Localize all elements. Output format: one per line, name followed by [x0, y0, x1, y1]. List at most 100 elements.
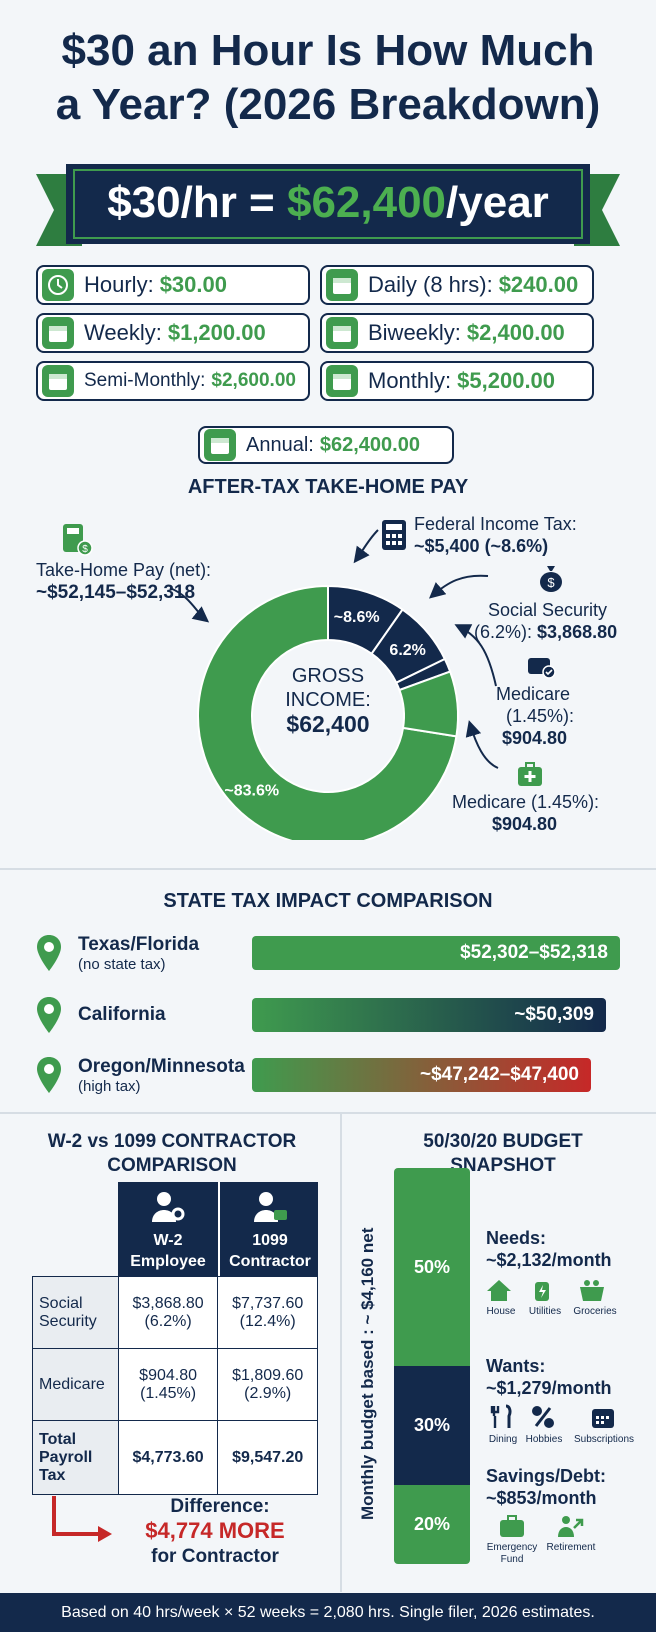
- rate-label: Weekly:: [84, 320, 162, 345]
- table-row: Social Security $3,868.80 (6.2%) $7,737.…: [32, 1276, 318, 1349]
- callout-arrow: [428, 574, 489, 599]
- 1099-cell: $7,737.60 (12.4%): [217, 1276, 318, 1349]
- net-slice: [197, 584, 458, 840]
- retirement-icon: [556, 1514, 584, 1543]
- 1099-cell: $1,809.60 (2.9%): [217, 1348, 318, 1421]
- icon-caption: Subscriptions: [573, 1434, 635, 1445]
- federal-value-wrap: ~$5,400 (~8.6%): [414, 536, 644, 557]
- emergency-fund-icon: [498, 1514, 526, 1543]
- svg-text:$: $: [547, 575, 555, 590]
- banner-right: /year: [446, 178, 549, 227]
- take-home-label: Take-Home Pay (net):: [36, 560, 212, 580]
- banner-left: $30/hr =: [107, 178, 287, 227]
- rate-label: Biweekly:: [368, 320, 461, 345]
- state-note: (high tax): [78, 1078, 141, 1095]
- calculator-icon: $: [63, 524, 93, 556]
- slice-label: 6.2%: [389, 642, 425, 659]
- state-name: Oregon/Minnesota: [78, 1056, 245, 1077]
- state-value: ~$50,309: [514, 1004, 594, 1025]
- table-row: Total Payroll Tax $4,773.60 $9,547.20: [32, 1420, 318, 1495]
- row-label: Total Payroll Tax: [32, 1420, 119, 1495]
- after-tax-title: AFTER-TAX TAKE-HOME PAY: [187, 476, 469, 498]
- state-note: (no state tax): [78, 956, 166, 973]
- row-label: Medicare: [32, 1348, 119, 1421]
- 1099-cell: $9,547.20: [217, 1420, 318, 1495]
- ss-value-wrap: (6.2%): $3,868.80: [474, 622, 654, 643]
- rate-label: Semi-Monthly:: [84, 370, 206, 391]
- rate-pill-annual: Annual: $62,400.00: [198, 426, 454, 464]
- savings-value: ~$853/month: [486, 1488, 597, 1508]
- state-value: ~$47,242–$47,400: [419, 1064, 579, 1085]
- budget-segment: 50%: [394, 1168, 470, 1366]
- icon-caption: Dining: [488, 1434, 518, 1445]
- groceries-icon: [578, 1278, 604, 1307]
- callout-arrow: [353, 529, 379, 564]
- donut-chart: ~8.6% 6.2% ~83.6%: [169, 529, 499, 840]
- donut-center-line1: GROSS: [291, 665, 365, 687]
- diff-value: $4,774 MORE: [145, 1518, 285, 1543]
- state-name: Texas/Florida: [78, 934, 200, 955]
- budget-segment: 20%: [394, 1485, 470, 1564]
- col-w2-header: W-2 Employee: [130, 1232, 206, 1270]
- rate-value: $2,400.00: [466, 320, 565, 345]
- utilities-icon: [532, 1278, 558, 1307]
- callout-arrow: [169, 587, 210, 623]
- subscriptions-icon: [590, 1404, 616, 1435]
- rate-label: Monthly:: [368, 368, 452, 393]
- divider: [0, 868, 656, 870]
- icon-caption: House: [486, 1306, 516, 1317]
- medical-kit-icon: [518, 762, 542, 786]
- state-bar: ~$47,242–$47,400: [252, 1058, 591, 1092]
- rate-label: Hourly:: [84, 272, 154, 297]
- location-pin-icon: [36, 1056, 62, 1099]
- icon-caption: Emergency Fund: [486, 1542, 538, 1565]
- rate-pill-hourly: Hourly: $30.00: [36, 265, 310, 305]
- divider: [0, 1112, 656, 1114]
- slice-label: ~8.6%: [334, 609, 380, 626]
- w2-cell: $4,773.60: [117, 1420, 219, 1495]
- money-bag-icon: $: [540, 566, 562, 592]
- icon-caption: Groceries: [573, 1306, 617, 1317]
- employee-icon-wrap: [118, 1190, 218, 1229]
- money-bag-icon-wrap: $: [538, 563, 564, 598]
- state-title: STATE TAX IMPACT COMPARISON: [163, 890, 493, 912]
- rate-value: $30.00: [159, 272, 227, 297]
- table-row: Medicare $904.80 (1.45%) $1,809.60 (2.9%…: [32, 1348, 318, 1421]
- arrow-icon: [52, 1496, 112, 1542]
- row-label: Social Security: [32, 1276, 119, 1349]
- state-bar: ~$50,309: [252, 998, 606, 1032]
- medicare1-label2: (1.45%):: [506, 706, 575, 726]
- take-home-value: ~$52,145–$52,318: [36, 582, 196, 603]
- medicare2-label: Medicare (1.45%):: [452, 792, 600, 812]
- ss-label: Social Security: [488, 600, 608, 620]
- slice-label: ~83.6%: [224, 783, 279, 800]
- icon-caption: Hobbies: [525, 1434, 563, 1445]
- svg-text:$: $: [82, 544, 88, 555]
- rate-pill-biweekly: Biweekly: $2,400.00: [320, 313, 594, 353]
- state-name: California: [78, 1004, 166, 1025]
- wallet-icon-wrap: [526, 654, 556, 685]
- w2-title: W-2 vs 1099 CONTRACTOR COMPARISON: [47, 1131, 297, 1176]
- hobbies-icon: [530, 1404, 556, 1435]
- rate-pill-daily: Daily (8 hrs): $240.00: [320, 265, 594, 305]
- icon-caption: Retirement: [546, 1542, 596, 1553]
- state-bar: $52,302–$52,318: [252, 936, 620, 970]
- clock-icon: [42, 269, 74, 301]
- callout-arrow: [454, 624, 497, 687]
- budget-pct: 20%: [413, 1514, 451, 1534]
- budget-pct: 30%: [413, 1415, 451, 1435]
- footer-note: Based on 40 hrs/week × 52 weeks = 2,080 …: [0, 1593, 656, 1632]
- w2-cell: $904.80 (1.45%): [117, 1348, 219, 1421]
- rate-pill-semimonthly: Semi-Monthly: $2,600.00: [36, 361, 310, 401]
- rate-pill-weekly: Weekly: $1,200.00: [36, 313, 310, 353]
- calendar-icon: [204, 429, 236, 461]
- rate-value: $1,200.00: [167, 320, 266, 345]
- col-1099-header: 1099 Contractor: [229, 1232, 311, 1270]
- contractor-icon-wrap: [220, 1190, 320, 1229]
- dining-icon: [490, 1404, 514, 1435]
- calendar-icon: [42, 317, 74, 349]
- calendar-icon: [42, 365, 74, 397]
- rate-label: Annual:: [246, 433, 314, 456]
- page-title: $30 an Hour Is How Much a Year? (2026 Br…: [55, 26, 601, 129]
- needs-value: ~$2,132/month: [486, 1250, 612, 1270]
